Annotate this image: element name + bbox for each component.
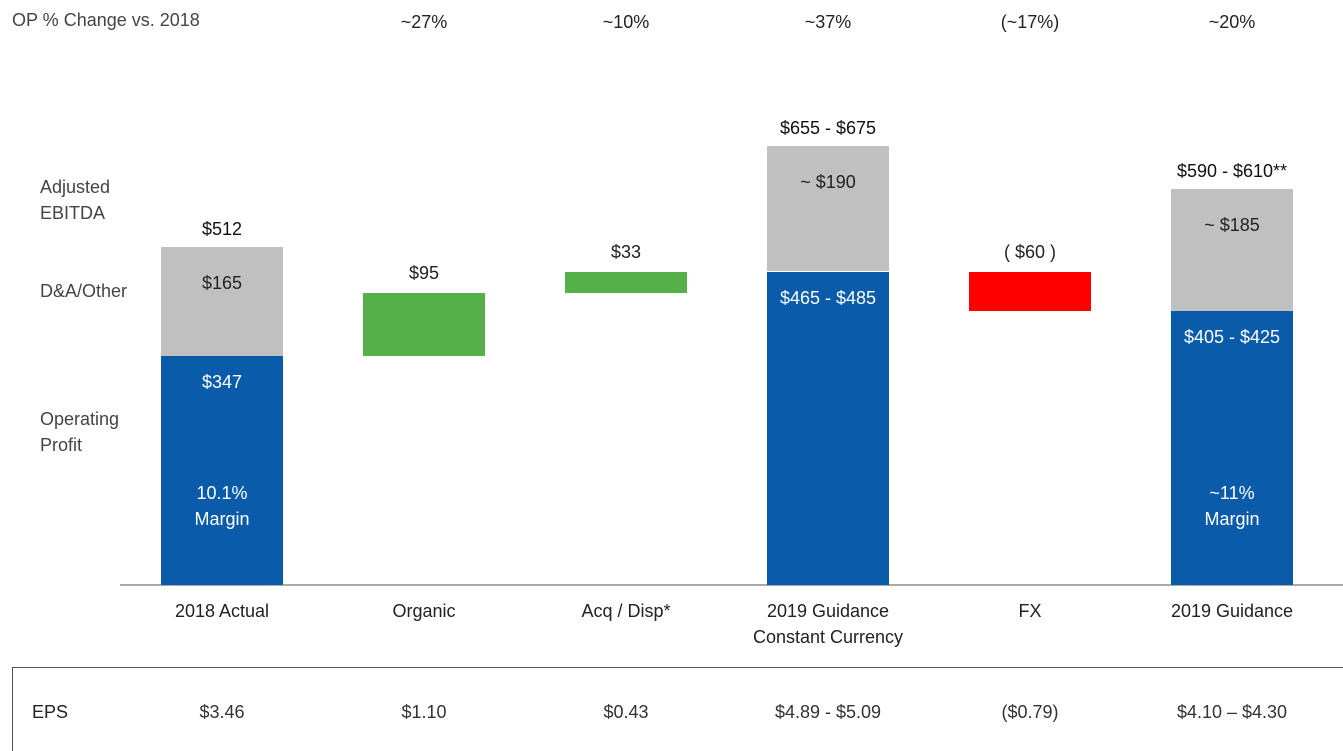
change-label: $33	[610, 241, 642, 262]
x-tick-label: FX	[1018, 601, 1042, 621]
margin-label: 10.1% Margin	[194, 483, 250, 529]
da-bar	[1171, 189, 1293, 312]
change-value: ~27%	[400, 12, 448, 32]
x-tick-label: 2018 Actual	[174, 601, 270, 621]
da-label: $165	[201, 273, 243, 294]
eps-value: $4.10 – $4.30	[1176, 702, 1288, 722]
da-label: ~ $190	[800, 172, 856, 193]
eps-box	[12, 667, 1343, 751]
change-label: $95	[408, 263, 440, 284]
op-label: $405 - $425	[1183, 327, 1281, 348]
x-tick-label: 2019 Guidance	[1170, 601, 1294, 621]
change-value: (~17%)	[1000, 12, 1060, 32]
eps-value: $4.89 - $5.09	[774, 702, 882, 722]
eps-value: $0.43	[603, 702, 649, 722]
op-bar	[767, 271, 889, 585]
change-bar	[969, 271, 1091, 312]
change-bar	[565, 271, 687, 294]
change-value: ~10%	[602, 12, 650, 32]
x-tick-label: Organic	[392, 601, 456, 621]
eps-value: $3.46	[199, 702, 245, 722]
side-label: Operating Profit	[40, 409, 120, 455]
total-label: $655 - $675	[779, 118, 877, 139]
op-bar	[1171, 311, 1293, 585]
eps-value: ($0.79)	[1001, 702, 1059, 722]
change-row-label: OP % Change vs. 2018	[12, 10, 200, 30]
change-label: ( $60 )	[1003, 241, 1057, 262]
eps-value: $1.10	[401, 702, 447, 722]
change-bar	[363, 293, 485, 356]
da-bar	[161, 247, 283, 356]
side-label: Adjusted EBITDA	[40, 177, 111, 223]
op-label: $465 - $485	[779, 287, 877, 308]
change-value: ~37%	[804, 12, 852, 32]
x-tick-label: 2019 Guidance Constant Currency	[752, 601, 904, 647]
op-bar	[161, 355, 283, 585]
da-label: ~ $185	[1204, 215, 1260, 235]
change-value: ~20%	[1208, 12, 1256, 32]
total-label: $512	[201, 219, 243, 240]
margin-label: ~11% Margin	[1204, 483, 1260, 529]
x-tick-label: Acq / Disp*	[581, 601, 671, 621]
da-bar	[767, 146, 889, 272]
eps-label: EPS	[32, 702, 69, 722]
total-label: $590 - $610**	[1176, 161, 1288, 181]
baseline	[120, 584, 1343, 586]
side-label: D&A/Other	[40, 281, 128, 301]
op-label: $347	[201, 371, 243, 392]
